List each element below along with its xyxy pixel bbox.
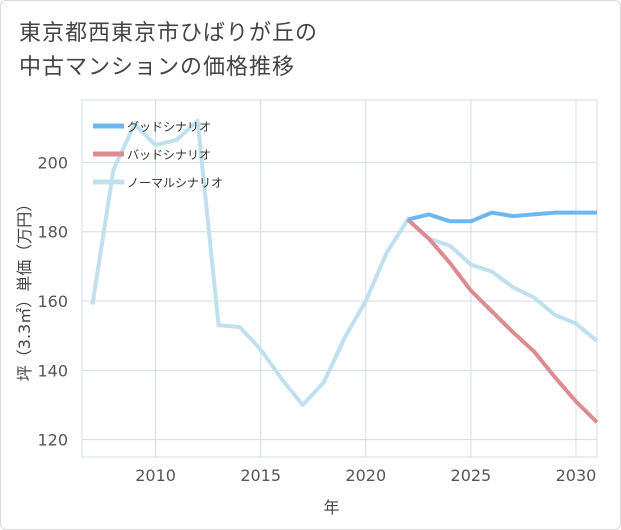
data-point — [448, 261, 452, 265]
data-point — [217, 323, 221, 327]
data-point — [301, 403, 305, 407]
legend-label-3: ノーマルシナリオ — [127, 176, 223, 190]
y-tick-label: 140 — [37, 361, 68, 380]
data-point — [532, 296, 536, 300]
data-point — [511, 330, 515, 334]
data-point — [322, 380, 326, 384]
data-point — [511, 214, 515, 218]
data-point — [469, 219, 473, 223]
data-point — [574, 400, 578, 404]
series-line-3 — [90, 118, 599, 407]
data-point — [259, 348, 263, 352]
series-line-1 — [407, 210, 597, 224]
data-point — [490, 309, 494, 313]
data-point — [238, 325, 242, 329]
x-tick-label: 2010 — [135, 466, 176, 485]
data-point — [553, 211, 557, 215]
chart-title-line-1: 東京都西東京市ひばりが丘の — [19, 21, 319, 46]
data-point — [112, 167, 116, 171]
y-tick-label: 160 — [37, 292, 68, 311]
x-tick-label: 2030 — [556, 466, 597, 485]
chart-title: 東京都西東京市ひばりが丘の 中古マンションの価格推移 — [19, 17, 318, 85]
x-tick-label: 2020 — [345, 466, 386, 485]
data-point — [595, 339, 599, 343]
data-point — [574, 211, 578, 215]
legend-label-1: グッドシナリオ — [127, 120, 211, 134]
data-point — [91, 302, 95, 306]
y-tick-label: 120 — [37, 431, 68, 450]
y-tick-label: 200 — [37, 153, 68, 172]
data-point — [574, 322, 578, 326]
data-point — [448, 244, 452, 248]
data-point — [343, 335, 347, 339]
data-point — [553, 313, 557, 317]
y-tick-label: 180 — [37, 223, 68, 242]
data-point — [427, 212, 431, 216]
data-point — [469, 263, 473, 267]
data-point — [448, 219, 452, 223]
data-point — [595, 420, 599, 424]
data-point — [532, 212, 536, 216]
data-point — [532, 349, 536, 353]
x-axis-label: 年 — [323, 498, 339, 517]
data-point — [553, 375, 557, 379]
x-tick-label: 2025 — [451, 466, 492, 485]
data-point — [511, 285, 515, 289]
data-point — [154, 143, 158, 147]
data-point — [427, 237, 431, 241]
chart-title-line-2: 中古マンションの価格推移 — [19, 55, 296, 80]
y-axis-label: 坪（3.3㎡）単価（万円） — [15, 196, 34, 381]
series-line-2 — [406, 218, 599, 424]
data-point — [406, 218, 410, 222]
data-point — [490, 211, 494, 215]
legend-label-2: バッドシナリオ — [127, 148, 211, 162]
data-point — [280, 377, 284, 381]
data-point — [595, 211, 599, 215]
data-point — [469, 289, 473, 293]
x-tick-label: 2015 — [240, 466, 281, 485]
data-point — [364, 299, 368, 303]
data-point — [490, 270, 494, 274]
plot-area — [81, 99, 598, 458]
data-point — [385, 251, 389, 255]
data-point — [175, 138, 179, 142]
